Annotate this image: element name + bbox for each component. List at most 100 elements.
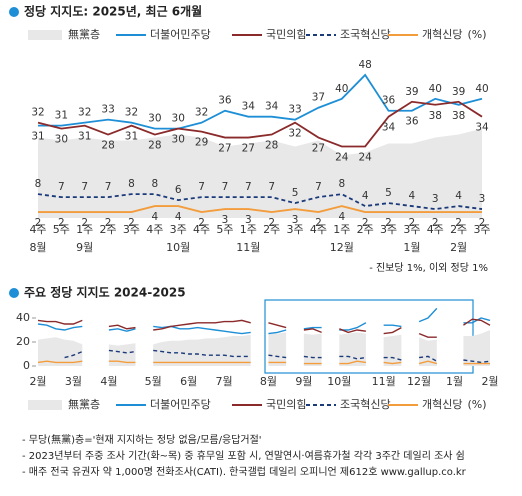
data-label: 4: [338, 211, 345, 223]
x-tick-label: 2주: [100, 223, 117, 236]
data-label: 30: [172, 113, 185, 125]
y-tick-label: 40: [16, 311, 30, 324]
data-label: 2: [455, 217, 462, 229]
x-tick-label: 3주: [380, 223, 397, 236]
legend-unit: (%): [467, 398, 486, 411]
data-label: 2: [198, 217, 205, 229]
x-tick-label: 4주: [310, 223, 327, 236]
legend-label: 더불어민주당: [150, 398, 211, 411]
data-label: 31: [125, 131, 138, 143]
x-tick-label: 4주: [29, 223, 46, 236]
data-label: 6: [175, 184, 182, 196]
highlight-box: [264, 299, 474, 374]
chart-title: 정당 지지도: 2025년, 최근 6개월: [24, 4, 202, 19]
data-label: 7: [198, 181, 205, 193]
data-label: 2: [268, 217, 275, 229]
data-label: 5: [385, 187, 392, 199]
data-label: 30: [148, 113, 161, 125]
month-label: 5월: [145, 375, 162, 388]
data-label: 34: [382, 122, 396, 134]
x-tick-label: 4주: [427, 223, 444, 236]
data-label: 2: [315, 217, 322, 229]
data-label: 29: [195, 137, 208, 149]
month-label: 9월: [295, 375, 312, 388]
data-label: 2: [128, 217, 135, 229]
data-label: 27: [312, 143, 325, 155]
x-tick-label: 1주: [240, 223, 257, 236]
data-label: 4: [151, 211, 158, 223]
x-tick-label: 4주: [146, 223, 163, 236]
month-label: 3월: [65, 375, 82, 388]
line: [37, 318, 491, 338]
data-label: 3: [479, 193, 486, 205]
data-label: 34: [265, 101, 279, 113]
title-bullet: [9, 7, 19, 17]
month-label: 8월: [29, 241, 46, 254]
data-label: 7: [245, 181, 252, 193]
data-label: 33: [101, 104, 114, 116]
x-tick-label: 3주: [123, 223, 140, 236]
area: [38, 330, 490, 366]
data-label: 24: [335, 151, 349, 163]
data-label: 2: [105, 217, 112, 229]
footnote: - 진보당 1%, 이외 정당 1%: [369, 262, 488, 274]
data-label: 2: [35, 217, 42, 229]
month-label: 7월: [216, 375, 233, 388]
data-label: 27: [218, 143, 231, 155]
data-label: 39: [452, 86, 465, 98]
month-label: 4월: [100, 375, 117, 388]
data-label: 30: [172, 134, 185, 146]
data-label: 32: [78, 107, 91, 119]
legend-unit: (%): [467, 28, 486, 41]
data-label: 28: [148, 140, 161, 152]
data-label: 3: [222, 214, 229, 226]
data-label: 7: [268, 181, 275, 193]
data-label: 38: [452, 110, 465, 122]
month-label: 9월: [76, 241, 93, 254]
legend-label: 無黨층: [68, 397, 100, 411]
data-label: 3: [292, 214, 299, 226]
legend-swatch: [28, 30, 62, 40]
data-label: 36: [218, 95, 232, 107]
data-label: 36: [405, 116, 419, 128]
line: [64, 349, 491, 364]
x-tick-label: 3주: [170, 223, 187, 236]
month-label: 6월: [180, 375, 197, 388]
data-label: 7: [58, 181, 65, 193]
legend-swatch: [28, 400, 62, 410]
data-label: 40: [335, 83, 348, 95]
month-label: 10월: [166, 241, 190, 254]
data-label: 31: [78, 131, 91, 143]
data-label: 4: [175, 211, 182, 223]
line: [37, 360, 490, 365]
legend-label: 국민의힘: [266, 28, 306, 41]
data-label: 39: [405, 86, 418, 98]
x-tick-label: 1주: [333, 223, 350, 236]
data-label: 7: [105, 181, 112, 193]
data-label: 28: [101, 140, 114, 152]
x-tick-label: 2주: [263, 223, 280, 236]
area: [38, 128, 482, 218]
data-label: 40: [429, 83, 442, 95]
legend-label: 더불어민주당: [150, 28, 211, 41]
data-label: 2: [479, 217, 486, 229]
data-label: 48: [358, 59, 371, 71]
month-label: 8월: [260, 375, 277, 388]
data-label: 2: [81, 217, 88, 229]
data-label: 31: [55, 110, 68, 122]
x-tick-label: 5주: [53, 223, 70, 236]
data-label: 8: [128, 178, 135, 190]
chart-title: 주요 정당 지지도 2024-2025: [24, 285, 186, 300]
data-label: 2: [362, 217, 369, 229]
data-label: 28: [265, 140, 278, 152]
line: [37, 307, 491, 335]
data-label: 37: [312, 92, 325, 104]
month-label: 12월: [407, 375, 431, 388]
data-label: 32: [195, 107, 208, 119]
data-label: 40: [475, 83, 488, 95]
line: [37, 100, 483, 148]
y-tick-label: 20: [16, 335, 30, 348]
legend-label: 無黨층: [68, 27, 100, 41]
x-tick-label: 3주: [286, 223, 303, 236]
line: [38, 73, 483, 130]
